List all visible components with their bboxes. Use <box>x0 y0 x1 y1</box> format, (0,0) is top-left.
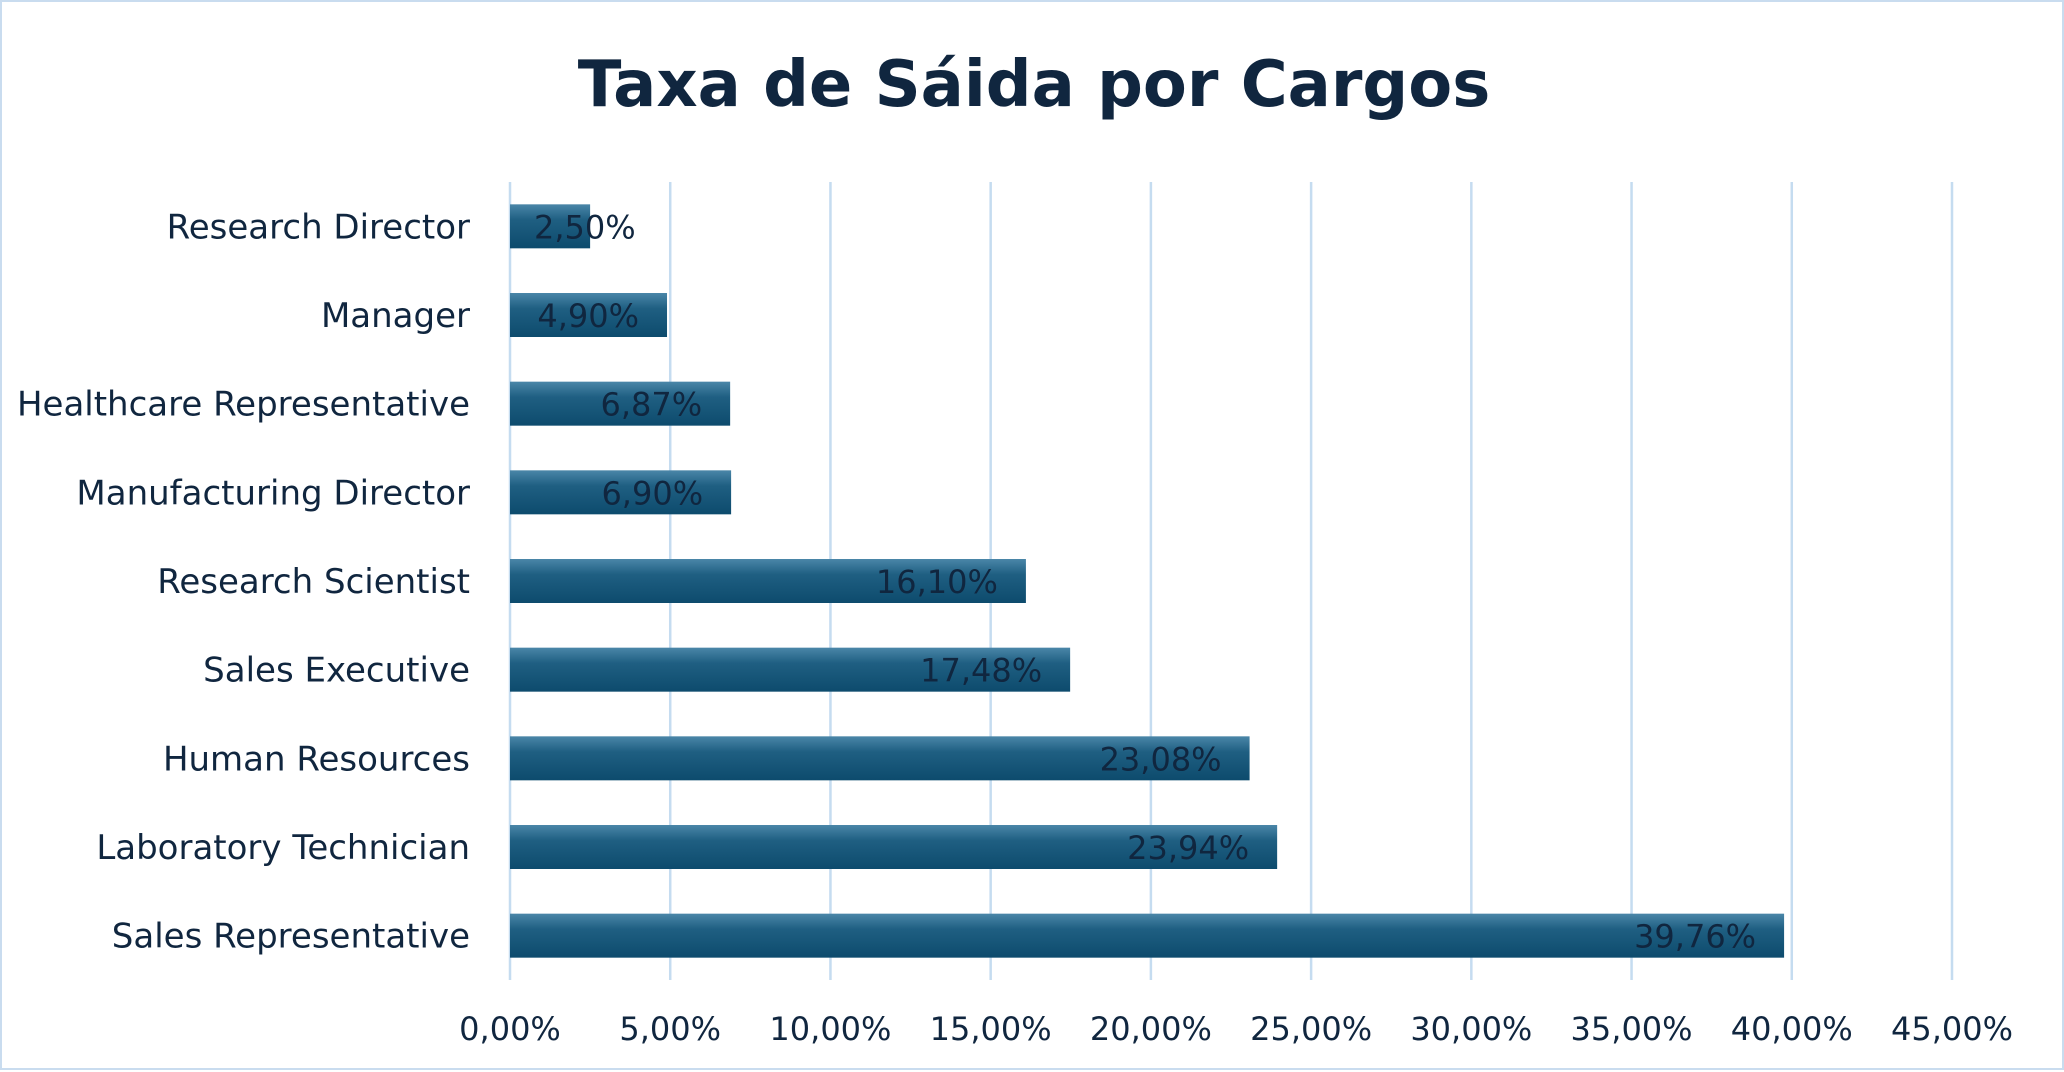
category-label: Human Resources <box>163 739 470 779</box>
bar <box>510 559 1026 603</box>
category-label: Healthcare Representative <box>17 385 470 425</box>
bars <box>510 204 1785 958</box>
bar <box>510 736 1250 781</box>
data-label: 17,48% <box>920 652 1042 690</box>
x-tick-label: 10,00% <box>769 1010 891 1048</box>
category-label: Manager <box>321 296 470 336</box>
data-label: 39,76% <box>1634 918 1756 956</box>
category-label: Sales Representative <box>112 917 470 957</box>
data-label: 23,94% <box>1127 829 1249 867</box>
x-tick-label: 5,00% <box>619 1010 721 1048</box>
category-label: Manufacturing Director <box>76 473 470 513</box>
category-label: Laboratory Technician <box>96 828 470 868</box>
x-tick-label: 40,00% <box>1731 1010 1853 1048</box>
category-label: Research Director <box>167 207 470 247</box>
category-label: Sales Executive <box>203 651 470 691</box>
bar <box>510 381 731 426</box>
data-label: 16,10% <box>876 563 998 601</box>
bar <box>510 825 1278 869</box>
x-tick-label: 30,00% <box>1410 1010 1532 1048</box>
x-tick-label: 25,00% <box>1250 1010 1372 1048</box>
x-tick-label: 35,00% <box>1571 1010 1693 1048</box>
bar <box>510 293 668 337</box>
bar <box>510 647 1071 692</box>
bar <box>510 913 1785 958</box>
category-label: Research Scientist <box>157 562 470 602</box>
x-axis-tick-labels: 0,00% 5,00% 10,00% 15,00% 20,00% 25,00% 30,00%… <box>459 1010 2013 1048</box>
x-tick-label: 45,00% <box>1891 1010 2013 1048</box>
x-tick-label: 0,00% <box>459 1010 561 1048</box>
chart-title: Taxa de Sáida por Cargos <box>578 48 1491 122</box>
category-labels: Research Director Manager Healthcare Repre… <box>17 207 470 956</box>
data-label: 4,90% <box>537 297 639 335</box>
x-tick-label: 20,00% <box>1090 1010 1212 1048</box>
bar <box>510 470 732 515</box>
gridlines <box>508 182 1954 980</box>
data-label: 6,90% <box>601 474 703 512</box>
data-label: 6,87% <box>600 386 702 424</box>
bar <box>510 204 591 249</box>
data-labels: 2,50% 4,90% 6,87% 6,90% 16,10% 17,48% 23,08% 23… <box>534 208 1756 955</box>
x-tick-label: 15,00% <box>930 1010 1052 1048</box>
data-label: 2,50% <box>534 208 636 246</box>
data-label: 23,08% <box>1100 740 1222 778</box>
